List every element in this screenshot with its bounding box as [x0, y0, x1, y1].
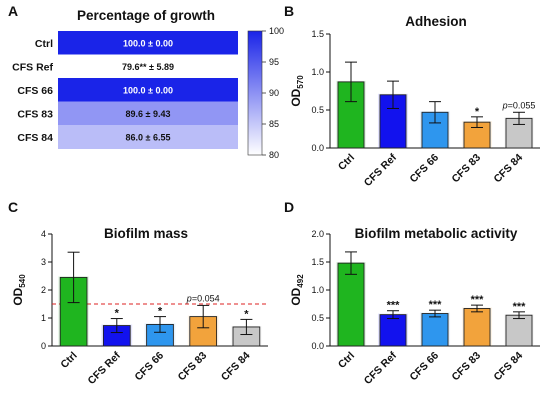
significance-label: ***	[513, 301, 527, 313]
heatmap-cell-label: 89.6 ± 9.43	[126, 109, 171, 119]
panel-letter-c: C	[8, 199, 18, 215]
y-tick-label: 1.0	[311, 285, 324, 295]
heatmap-row-label: CFS 84	[17, 132, 53, 144]
x-tick-label: Ctrl	[336, 350, 357, 371]
significance-label: ***	[387, 300, 401, 312]
bar	[505, 314, 533, 347]
chart-title: Biofilm mass	[104, 226, 188, 241]
biofilm-metabolic-chart: Biofilm metabolic activity OD492 0.0 0.5 1.0…	[289, 226, 540, 387]
x-tick-label: CFS 83	[449, 350, 483, 384]
colorbar-tick-label: 95	[269, 57, 279, 67]
bar	[421, 313, 449, 347]
heatmap-cell	[58, 101, 238, 126]
colorbar	[247, 30, 263, 156]
significance-label: *	[115, 308, 120, 320]
x-tick-label: CFS 66	[407, 152, 441, 186]
heatmap-row-label: CFS 66	[17, 85, 53, 97]
panel-letter-b: B	[284, 3, 294, 19]
heatmap-panel: Percentage of growth 100.0 ± 0.00 79.6** …	[12, 8, 284, 160]
y-tick-label: 0.0	[311, 143, 324, 153]
y-tick-label: 1	[41, 313, 46, 323]
y-axis-label: OD492	[289, 274, 305, 306]
y-tick-label: 4	[41, 229, 46, 239]
x-tick-label: CFS 66	[407, 350, 441, 384]
heatmap-row-label: CFS Ref	[12, 61, 53, 73]
heatmap-row-label: Ctrl	[35, 38, 53, 50]
bar	[463, 308, 491, 347]
heatmap-cell	[58, 31, 238, 55]
chart-title: Adhesion	[405, 14, 467, 29]
heatmap-cell-label: 86.0 ± 6.55	[126, 132, 171, 142]
biofilm-mass-chart: Biofilm mass OD540 0 1 2 3 4 Ctrl * CFS Ref * CFS 6…	[11, 226, 268, 387]
significance-label: ***	[471, 294, 485, 306]
y-tick-label: 1.5	[311, 29, 324, 39]
heatmap-title: Percentage of growth	[77, 8, 215, 23]
x-tick-label: CFS 84	[491, 152, 525, 186]
heatmap-row-label: CFS 83	[17, 108, 53, 120]
x-tick-label: CFS 84	[219, 350, 253, 384]
x-tick-label: Ctrl	[336, 152, 357, 173]
x-tick-label: CFS 83	[176, 350, 210, 384]
significance-label: ***	[429, 299, 443, 311]
y-axis-label: OD540	[11, 274, 27, 306]
heatmap-cell	[58, 78, 238, 102]
panel-letter-a: A	[8, 3, 18, 19]
y-tick-label: 2	[41, 285, 46, 295]
x-tick-label: CFS 83	[449, 152, 483, 186]
y-tick-label: 0	[41, 341, 46, 351]
colorbar-tick-label: 80	[269, 150, 279, 160]
y-tick-label: 0.5	[311, 313, 324, 323]
bar	[337, 262, 365, 347]
heatmap-cell	[58, 54, 238, 79]
y-tick-label: 2.0	[311, 229, 324, 239]
heatmap-cell-label: 100.0 ± 0.00	[123, 38, 173, 48]
x-tick-label: CFS Ref	[86, 349, 124, 387]
significance-label: p=0.054	[186, 293, 220, 303]
significance-label: *	[244, 308, 249, 320]
y-tick-label: 0.0	[311, 341, 324, 351]
significance-label: p=0.055	[502, 100, 536, 110]
x-tick-label: CFS 84	[491, 350, 525, 384]
significance-label: *	[475, 106, 480, 118]
significance-label: *	[158, 306, 163, 318]
colorbar-tick-label: 85	[269, 119, 279, 129]
x-tick-label: CFS Ref	[362, 349, 400, 387]
heatmap-cell-label: 100.0 ± 0.00	[123, 85, 173, 95]
x-tick-label: CFS Ref	[362, 151, 400, 189]
y-tick-label: 1.0	[311, 67, 324, 77]
y-tick-label: 3	[41, 257, 46, 267]
panel-letter-d: D	[284, 199, 294, 215]
bar	[379, 314, 407, 347]
y-tick-label: 0.5	[311, 105, 324, 115]
y-tick-label: 1.5	[311, 257, 324, 267]
x-tick-label: Ctrl	[58, 350, 79, 371]
heatmap-cell-label: 79.6** ± 5.89	[122, 62, 174, 72]
colorbar-tick-label: 100	[269, 26, 284, 36]
colorbar-tick-label: 90	[269, 88, 279, 98]
chart-title: Biofilm metabolic activity	[355, 226, 518, 241]
x-tick-label: CFS 66	[132, 350, 166, 384]
heatmap-cell	[58, 125, 238, 149]
y-axis-label: OD570	[289, 75, 305, 107]
